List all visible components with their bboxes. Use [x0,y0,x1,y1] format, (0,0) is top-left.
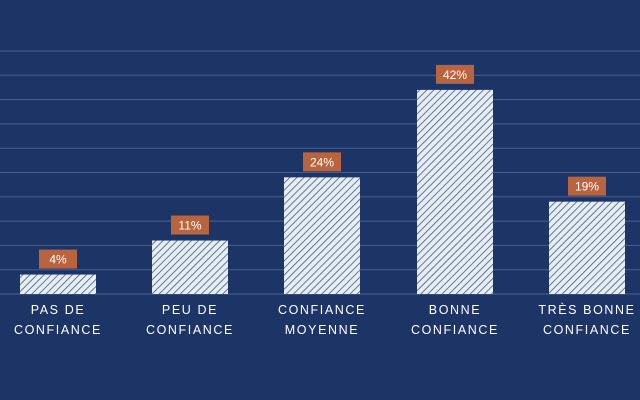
bar [20,274,96,294]
data-label: 24% [303,152,341,172]
category-label: TRÈS BONNE [538,302,635,317]
data-label-text: 42% [443,68,467,82]
data-labels: 4% 11% 24% 42% 19% [39,64,606,269]
bar [549,201,625,294]
category-label: MOYENNE [285,323,359,337]
data-label-box [568,176,606,196]
category-label: PEU DE [162,303,218,317]
data-label-box [171,215,209,235]
category-label: CONFIANCE [543,323,631,337]
data-label: 4% [39,249,77,269]
bar [417,89,493,294]
category-label: CONFIANCE [411,323,499,337]
bar [284,177,360,294]
data-label-text: 4% [49,253,67,267]
category-labels: PAS DE CONFIANCE PEU DE CONFIANCE CONFIANCE M… [14,302,635,337]
data-label-text: 11% [178,219,201,233]
category-label: BONNE [429,303,481,317]
category-label: CONFIANCE [278,303,366,317]
category-label: CONFIANCE [14,323,102,337]
data-label-box [39,249,77,269]
data-label-box [303,152,341,172]
bars [20,89,625,294]
data-label-text: 19% [575,180,599,194]
data-label: 19% [568,176,606,196]
data-label-text: 24% [310,155,334,169]
data-label: 42% [436,64,474,84]
category-label: PAS DE [31,303,86,317]
category-label: CONFIANCE [146,323,234,337]
bar [152,240,228,294]
data-label: 11% [171,215,209,235]
data-label-box [436,64,474,84]
